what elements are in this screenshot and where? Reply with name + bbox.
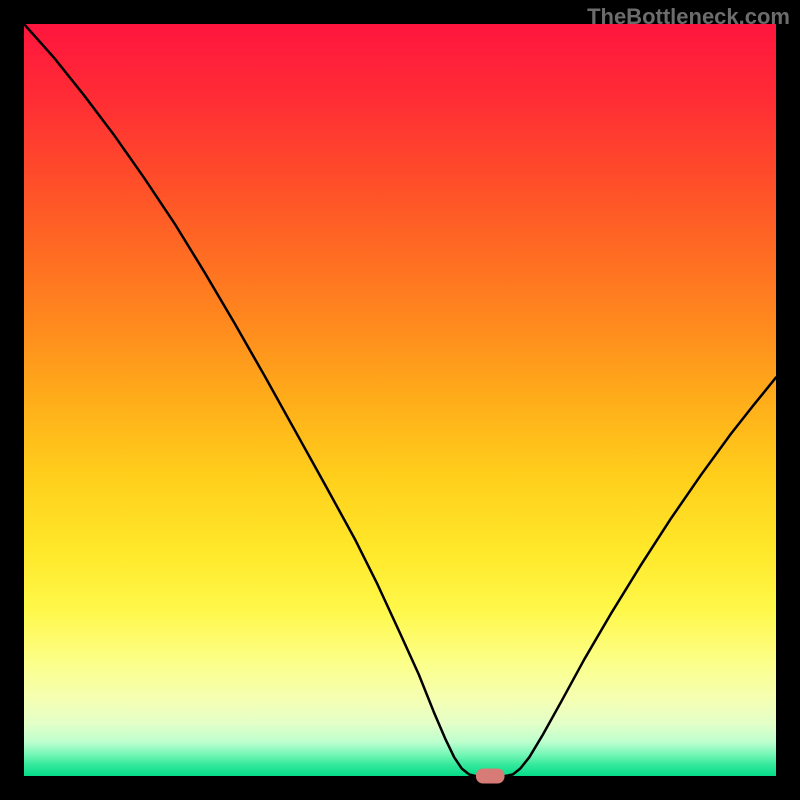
plot-background — [24, 24, 776, 776]
bottleneck-chart: TheBottleneck.com — [0, 0, 800, 800]
chart-canvas — [0, 0, 800, 800]
optimal-point-marker — [476, 768, 505, 783]
